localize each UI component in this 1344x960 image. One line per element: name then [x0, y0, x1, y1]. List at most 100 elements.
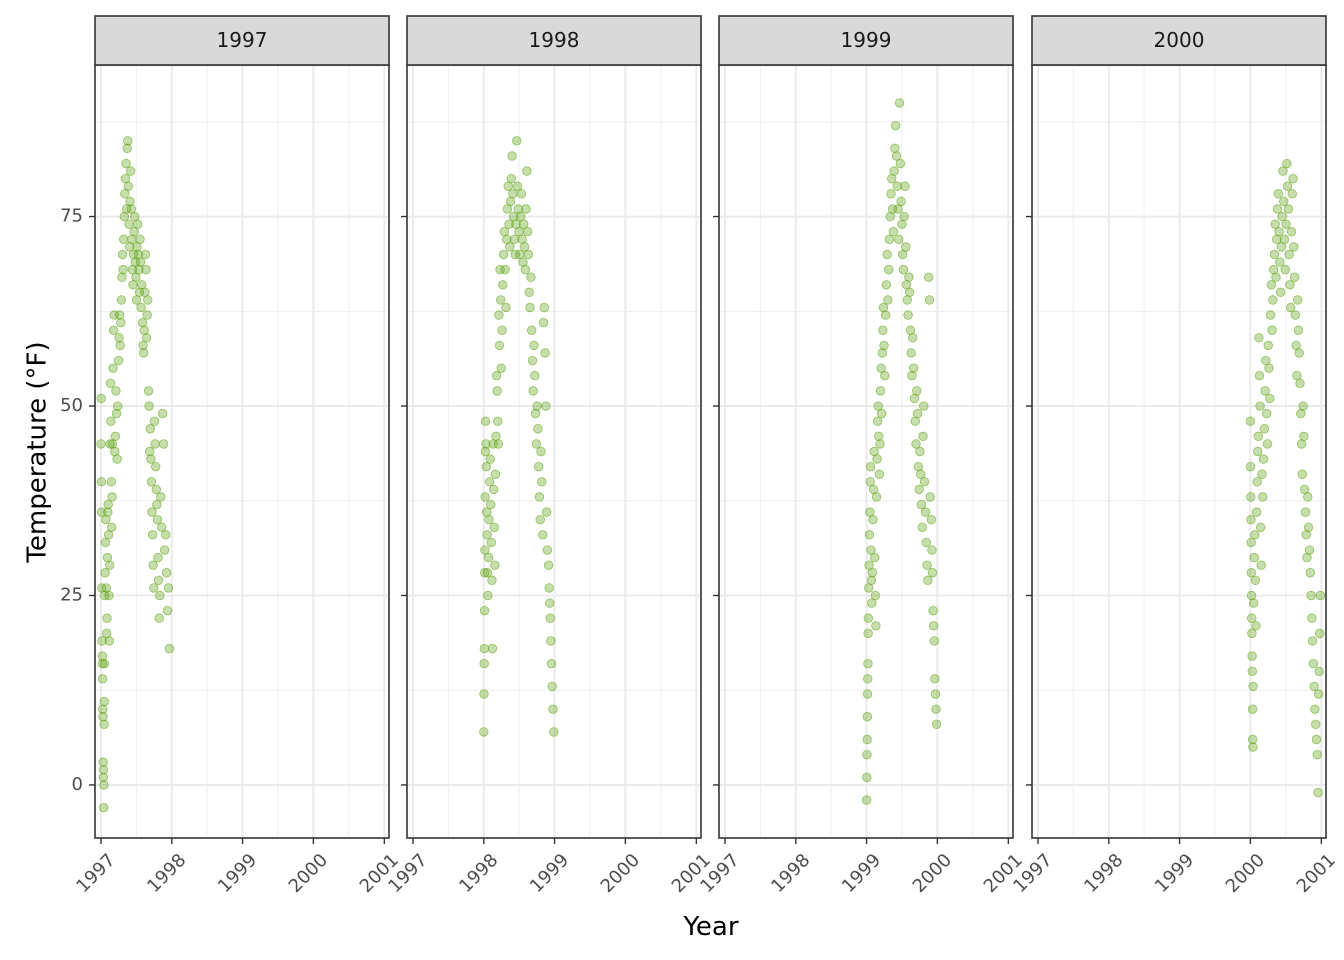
data-point	[124, 219, 134, 229]
data-point	[105, 378, 116, 388]
data-point	[1252, 477, 1262, 487]
data-point	[512, 136, 522, 146]
data-point	[1262, 439, 1273, 449]
data-point	[479, 605, 490, 616]
data-point	[486, 537, 497, 548]
data-point	[125, 166, 136, 176]
data-point	[1303, 492, 1313, 502]
data-point	[106, 522, 117, 532]
data-point	[519, 242, 530, 252]
data-point	[1290, 310, 1301, 320]
data-point	[1299, 431, 1309, 442]
data-point	[99, 802, 109, 813]
data-point	[911, 439, 921, 449]
data-point	[479, 643, 490, 654]
data-point	[928, 605, 938, 616]
data-point	[157, 522, 167, 532]
data-point	[929, 636, 939, 646]
data-point	[490, 469, 501, 479]
data-point	[866, 575, 877, 586]
data-point	[519, 219, 529, 229]
data-point	[161, 530, 171, 540]
data-point	[159, 545, 170, 555]
x-tick-label: 2000	[285, 850, 332, 897]
data-point	[133, 249, 143, 260]
data-point	[135, 257, 146, 267]
data-point	[1305, 568, 1315, 578]
data-point	[1250, 575, 1261, 586]
x-tick-label: 2000	[597, 850, 644, 897]
y-tick-label: 0	[72, 774, 83, 795]
data-point	[1275, 287, 1286, 298]
data-point	[97, 674, 108, 684]
data-point	[138, 340, 148, 351]
data-point	[1265, 310, 1276, 320]
data-point	[96, 393, 106, 404]
data-point	[1260, 386, 1270, 396]
data-point	[108, 325, 119, 335]
data-point	[141, 333, 152, 343]
data-point	[548, 704, 558, 714]
data-point	[919, 477, 930, 487]
data-point	[497, 325, 507, 335]
data-point	[99, 719, 109, 730]
data-point	[1294, 348, 1304, 358]
data-point	[923, 575, 933, 586]
data-point	[549, 727, 559, 737]
data-point	[482, 507, 492, 517]
data-point	[96, 439, 106, 449]
data-point	[1247, 651, 1257, 661]
data-point	[904, 272, 914, 282]
x-tick-label: 1999	[214, 850, 261, 897]
data-point	[112, 454, 122, 464]
data-point	[103, 507, 113, 517]
data-point	[110, 431, 121, 442]
data-point	[921, 537, 932, 548]
data-point	[1282, 181, 1293, 191]
data-point	[98, 765, 109, 775]
data-point	[522, 166, 532, 176]
data-point	[863, 628, 873, 639]
data-point	[111, 408, 122, 419]
data-point	[116, 317, 126, 328]
data-point	[522, 227, 533, 237]
data-point	[896, 196, 906, 207]
data-point	[1293, 325, 1304, 335]
data-point	[870, 552, 880, 563]
data-point	[539, 302, 550, 313]
data-point	[1248, 598, 1259, 608]
data-point	[496, 363, 506, 373]
x-tick-label: 2000	[1222, 850, 1269, 897]
data-point	[112, 401, 123, 411]
facet-strip	[1031, 15, 1327, 66]
data-point	[480, 545, 490, 555]
data-point	[129, 227, 139, 237]
data-point	[1258, 454, 1269, 464]
data-point	[925, 492, 935, 502]
data-point	[865, 461, 876, 472]
data-point	[484, 477, 495, 487]
data-point	[493, 416, 503, 426]
data-point	[541, 401, 551, 411]
data-point	[1272, 204, 1283, 214]
data-point	[101, 515, 111, 525]
data-point	[155, 590, 165, 601]
data-point	[531, 439, 542, 449]
data-point	[905, 325, 916, 335]
x-tick-label: 2001	[1293, 850, 1340, 897]
data-point	[1266, 280, 1277, 290]
data-point	[98, 704, 108, 714]
data-point	[143, 295, 153, 305]
data-point	[1304, 545, 1315, 555]
data-point	[887, 173, 897, 184]
data-point	[1311, 734, 1322, 745]
data-point	[1284, 249, 1294, 260]
data-point	[153, 575, 164, 586]
data-point	[105, 439, 115, 449]
data-point	[487, 643, 498, 654]
data-point	[538, 317, 549, 328]
data-point	[1307, 636, 1318, 646]
data-point	[114, 310, 125, 320]
data-point	[97, 636, 107, 646]
